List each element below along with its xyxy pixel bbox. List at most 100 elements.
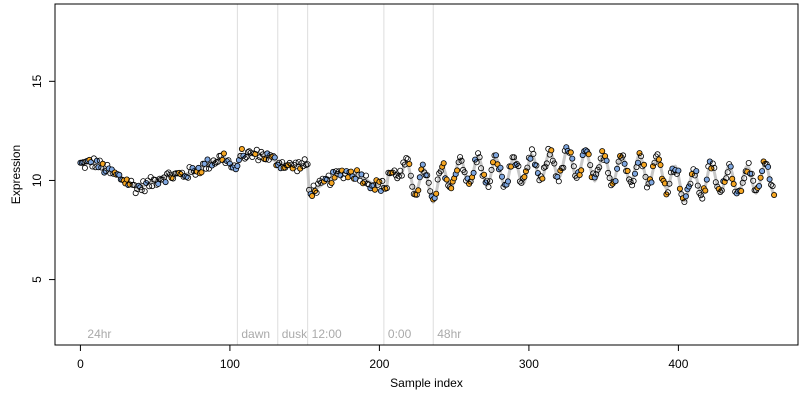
data-point <box>475 150 482 157</box>
data-point <box>324 176 331 183</box>
data-point <box>331 174 338 181</box>
data-point <box>146 183 153 190</box>
data-point <box>279 159 286 166</box>
data-point <box>406 160 413 167</box>
x-tick-label: 0 <box>77 357 84 371</box>
data-point <box>717 188 724 195</box>
annotation-labels: 24hr dawn dusk 12:00 0:00 48hr <box>87 327 461 341</box>
data-point <box>702 187 709 194</box>
data-point <box>132 190 139 197</box>
data-point <box>416 174 423 181</box>
data-point <box>551 160 558 167</box>
data-point <box>718 187 725 194</box>
data-point <box>264 150 271 157</box>
data-point <box>569 155 576 162</box>
data-point <box>534 170 541 177</box>
data-point <box>325 172 332 179</box>
data-point <box>404 156 411 163</box>
data-point <box>362 172 369 179</box>
data-point <box>461 169 468 176</box>
data-point <box>409 183 416 190</box>
data-point <box>703 176 710 183</box>
data-point <box>681 198 688 205</box>
data-point <box>234 162 241 169</box>
data-point <box>304 161 311 168</box>
data-point <box>289 165 296 172</box>
data-point <box>398 172 405 179</box>
data-point <box>185 174 192 181</box>
data-point <box>738 187 745 194</box>
data-point <box>486 178 493 185</box>
y-axis-title: Expression <box>9 145 23 204</box>
data-point <box>309 192 316 199</box>
data-point <box>497 164 504 171</box>
data-point <box>454 167 461 174</box>
data-point <box>473 159 480 166</box>
data-point <box>87 159 94 166</box>
data-point <box>715 185 722 192</box>
data-point <box>578 167 585 174</box>
data-point <box>379 177 386 184</box>
data-point <box>530 150 537 157</box>
data-point <box>96 157 103 164</box>
data-point <box>614 165 621 172</box>
data-point <box>303 161 310 168</box>
annotation-label: dawn <box>241 327 270 341</box>
data-point <box>211 160 218 167</box>
data-point <box>615 158 622 165</box>
data-point <box>164 170 171 177</box>
data-point <box>128 177 135 184</box>
data-point <box>711 164 718 171</box>
data-point <box>149 183 156 190</box>
data-point <box>697 192 704 199</box>
data-point <box>524 164 531 171</box>
data-point <box>394 175 401 182</box>
data-point <box>664 189 671 196</box>
data-point <box>448 185 455 192</box>
data-point <box>585 151 592 158</box>
data-point <box>694 182 701 189</box>
data-point <box>510 154 517 161</box>
data-point <box>516 178 523 185</box>
data-point <box>443 176 450 183</box>
data-point <box>492 152 499 159</box>
data-point <box>567 149 574 156</box>
y-tick-label: 5 <box>30 276 44 283</box>
data-point <box>458 157 465 164</box>
data-point <box>137 184 144 191</box>
data-point <box>419 161 426 168</box>
data-point <box>666 180 673 187</box>
data-point <box>724 169 731 176</box>
data-point <box>521 173 528 180</box>
data-point <box>542 163 549 170</box>
data-point <box>241 155 248 162</box>
data-point <box>606 174 613 181</box>
data-point <box>315 180 322 187</box>
data-point <box>642 173 649 180</box>
annotation-label: 48hr <box>437 327 461 341</box>
x-axis: 0 100 200 300 400 <box>77 345 689 371</box>
data-point <box>675 167 682 174</box>
data-point <box>99 160 106 167</box>
data-point <box>727 163 734 170</box>
data-point <box>255 157 262 164</box>
data-point <box>548 147 555 154</box>
data-point <box>543 160 550 167</box>
data-point <box>425 179 432 186</box>
data-point <box>195 164 202 171</box>
data-point <box>527 155 534 162</box>
data-point <box>433 190 440 197</box>
data-point <box>768 181 775 188</box>
data-point <box>276 159 283 166</box>
data-point <box>641 161 648 168</box>
data-point <box>240 152 247 159</box>
data-point <box>249 153 256 160</box>
data-point <box>766 176 773 183</box>
y-axis: 5 10 15 <box>30 74 55 283</box>
data-point <box>603 157 610 164</box>
data-point <box>771 191 778 198</box>
x-tick-label: 100 <box>220 357 240 371</box>
data-point <box>504 178 511 185</box>
